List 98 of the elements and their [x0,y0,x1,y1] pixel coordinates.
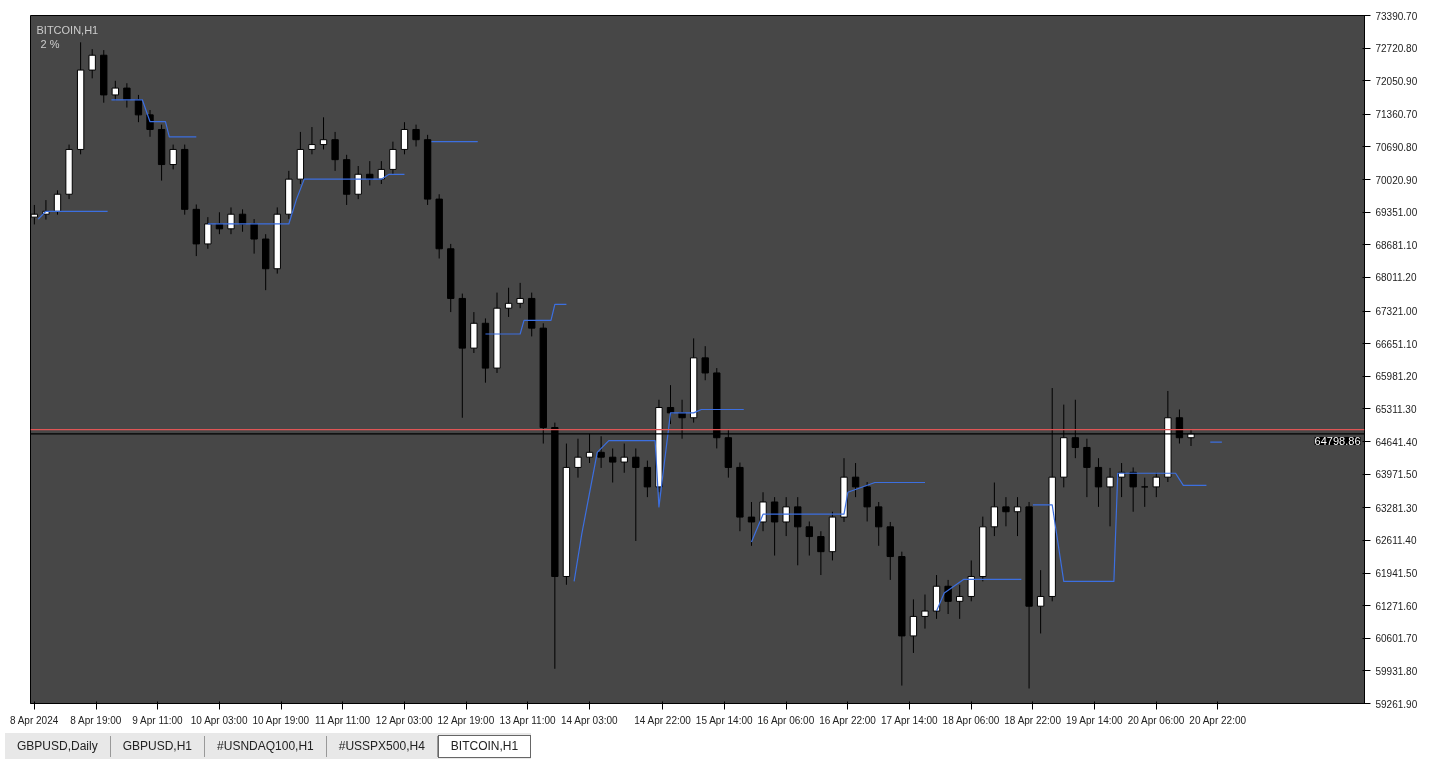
candlestick [770,496,779,557]
candlestick [805,520,813,557]
y-tick-label: 61271.60 [1375,600,1418,612]
candlestick [782,496,790,537]
candlestick [250,218,258,255]
candlestick [863,481,871,522]
candlestick [134,94,143,123]
candlestick [1013,496,1022,537]
candlestick [1002,496,1010,527]
x-tick-label: 14 Apr 22:00 [634,714,692,726]
y-tick-label: 71360.70 [1375,109,1418,121]
candlestick [574,438,582,479]
candlestick [516,282,524,309]
y-tick-label: 68011.20 [1375,272,1417,284]
text: GBPUSD,Daily [5,736,111,758]
candlestick [400,121,409,155]
candlestick [909,598,918,654]
y-tick-label: 70690.80 [1375,141,1418,153]
candlestick [1106,467,1114,527]
y-tick-label: 66651.10 [1375,338,1418,350]
candlestick [955,584,964,620]
candlestick [817,530,825,576]
y-tick-label: 67321.00 [1375,306,1418,318]
y-tick-label: 63281.30 [1375,502,1418,514]
candlestick [759,491,767,532]
candlestick [944,579,952,615]
x-tick-label: 11 Apr 11:00 [314,714,371,726]
candlestick [53,189,62,216]
candlestick [111,80,119,101]
x-tick-label: 12 Apr 19:00 [437,714,495,726]
candlestick [1141,477,1149,508]
candlestick [875,501,883,547]
x-tick-label: 18 Apr 22:00 [1004,714,1062,726]
ref-line-label: 64798.86 [1314,434,1361,447]
candlestick [308,126,316,155]
candlestick [1094,457,1103,508]
x-tick-label: 9 Apr 11:00 [132,714,184,726]
x-tick-label: 8 Apr 19:00 [70,714,122,726]
candlestick [1036,569,1045,634]
y-tick-label: 72720.80 [1375,43,1418,55]
y-tick-label: 65981.20 [1375,371,1418,383]
candlestick [1083,438,1091,498]
x-tick-label: 12 Apr 03:00 [375,714,433,726]
x-tick-label: 20 Apr 06:00 [1127,714,1185,726]
y-tick-label: 65311.30 [1375,403,1417,415]
candlestick [967,559,975,602]
candlestick [412,124,420,148]
text: 2 % [40,37,60,50]
candlestick [1129,466,1137,513]
x-tick-label: 14 Apr 03:00 [560,714,619,726]
x-tick-label: 17 Apr 14:00 [880,714,939,726]
candlestick [609,447,617,484]
candlestick [319,116,328,150]
candlestick [620,443,628,474]
x-tick-label: 10 Apr 19:00 [252,714,310,726]
x-tick-label: 20 Apr 22:00 [1189,714,1247,726]
candlestick [331,131,339,172]
x-tick-label: 16 Apr 06:00 [757,714,815,726]
candlestick [701,345,709,381]
candlestick [504,287,513,318]
text: GBPUSD,H1 [110,736,206,758]
x-tick-label: 18 Apr 06:00 [942,714,1000,726]
y-tick-label: 59261.90 [1375,698,1418,710]
candlestick [990,482,999,537]
text: #USNDAQ100,H1 [205,736,327,758]
x-tick-label: 10 Apr 03:00 [190,714,248,726]
x-tick-label: 13 Apr 11:00 [499,714,557,726]
y-tick-label: 63971.50 [1375,469,1418,481]
candlestick [794,496,802,566]
y-tick-label: 72050.90 [1375,75,1418,87]
y-tick-label: 61941.50 [1375,568,1418,580]
y-tick-label: 70020.90 [1375,174,1418,186]
candlestick [354,165,362,200]
candlestick [169,144,177,170]
candlestick [389,141,397,175]
y-tick-label: 64641.40 [1375,436,1418,448]
text: BITCOIN,H1 [437,735,532,759]
x-tick-label: 19 Apr 14:00 [1065,714,1124,726]
y-tick-label: 62611.40 [1375,535,1417,547]
x-tick-label: 15 Apr 14:00 [695,714,754,726]
y-tick-label: 68681.10 [1375,239,1418,251]
candlestick [1152,472,1160,498]
y-tick-label: 59931.80 [1375,665,1418,677]
x-tick-label: 8 Apr 2024 [9,714,59,726]
text: #USSPX500,H4 [326,736,438,758]
candlestick [747,501,756,547]
y-tick-label: 69351.00 [1375,207,1418,219]
candlestick [851,462,860,498]
candlestick [204,216,212,250]
candlestick [123,82,131,109]
candlestick [632,447,640,542]
x-tick-label: 16 Apr 22:00 [819,714,877,726]
candlestick [643,460,652,498]
text: BITCOIN,H1 [36,23,99,36]
candlestick [88,48,96,79]
candlestick [921,594,929,630]
y-tick-label: 60601.70 [1375,633,1418,645]
y-tick-label: 73390.70 [1375,10,1418,22]
